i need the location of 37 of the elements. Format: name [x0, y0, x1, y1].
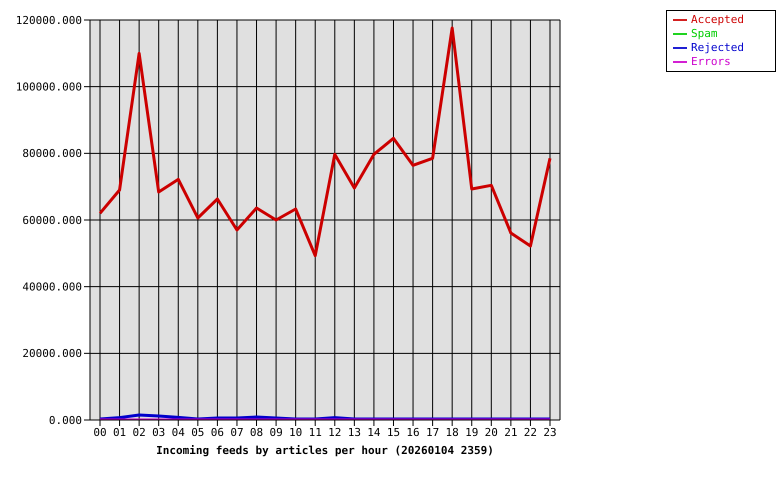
x-tick-label: 15 [386, 426, 400, 439]
y-tick-label: 40000.000 [22, 280, 82, 294]
y-tick-label: 20000.000 [22, 347, 82, 360]
x-tick-label: 08 [250, 426, 264, 439]
x-tick-label: 03 [152, 426, 166, 439]
x-tick-label: 05 [191, 426, 204, 439]
x-tick-label: 22 [524, 426, 538, 439]
legend-label: Spam [691, 27, 718, 40]
y-tick-label: 60000.000 [22, 214, 82, 227]
x-tick-label: 17 [426, 426, 440, 439]
x-tick-label: 11 [308, 426, 322, 439]
x-tick-label: 07 [230, 426, 244, 439]
legend-label: Accepted [691, 13, 744, 26]
x-axis-title: Incoming feeds by articles per hour (20260104 2359) [156, 444, 494, 457]
y-tick-label: 80000.000 [22, 147, 82, 160]
x-tick-label: 21 [504, 426, 518, 439]
x-tick-label: 16 [406, 426, 420, 439]
x-tick-label: 14 [367, 426, 381, 439]
x-tick-label: 13 [348, 426, 361, 439]
x-tick-label: 20 [484, 426, 498, 439]
x-tick-label: 19 [465, 426, 478, 439]
x-tick-label: 04 [172, 426, 186, 439]
y-tick-label: 100000.000 [16, 80, 82, 94]
x-tick-label: 06 [210, 426, 224, 439]
x-tick-label: 09 [269, 426, 283, 439]
x-tick-label: 10 [289, 426, 302, 439]
legend-label: Errors [691, 55, 731, 68]
x-tick-label: 12 [328, 426, 342, 439]
y-tick-label: 120000.000 [16, 14, 82, 27]
line-series [98, 26, 552, 258]
legend-label: Rejected [691, 41, 744, 54]
x-tick-label: 02 [132, 426, 146, 439]
x-tick-label: 01 [112, 426, 126, 439]
x-tick-label: 18 [446, 426, 459, 439]
x-tick-label: 23 [543, 426, 557, 439]
x-tick-label: 00 [93, 426, 107, 439]
y-tick-label: 0.000 [48, 414, 82, 427]
